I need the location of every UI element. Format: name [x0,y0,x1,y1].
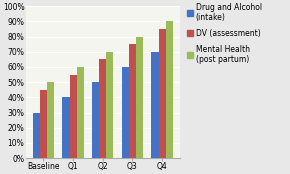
Bar [47,82,54,158]
Bar [122,67,129,158]
Bar [92,82,99,158]
Bar [99,59,106,158]
Bar [166,21,173,158]
Bar [33,113,40,158]
Legend: Drug and Alcohol
(intake), DV (assessment), Mental Health
(post partum): Drug and Alcohol (intake), DV (assessmen… [187,2,262,64]
Bar [129,44,136,158]
Bar [136,37,143,158]
Bar [159,29,166,158]
Bar [151,52,159,158]
Bar [106,52,113,158]
Bar [40,90,47,158]
Bar [62,97,70,158]
Bar [77,67,84,158]
Bar [70,75,77,158]
